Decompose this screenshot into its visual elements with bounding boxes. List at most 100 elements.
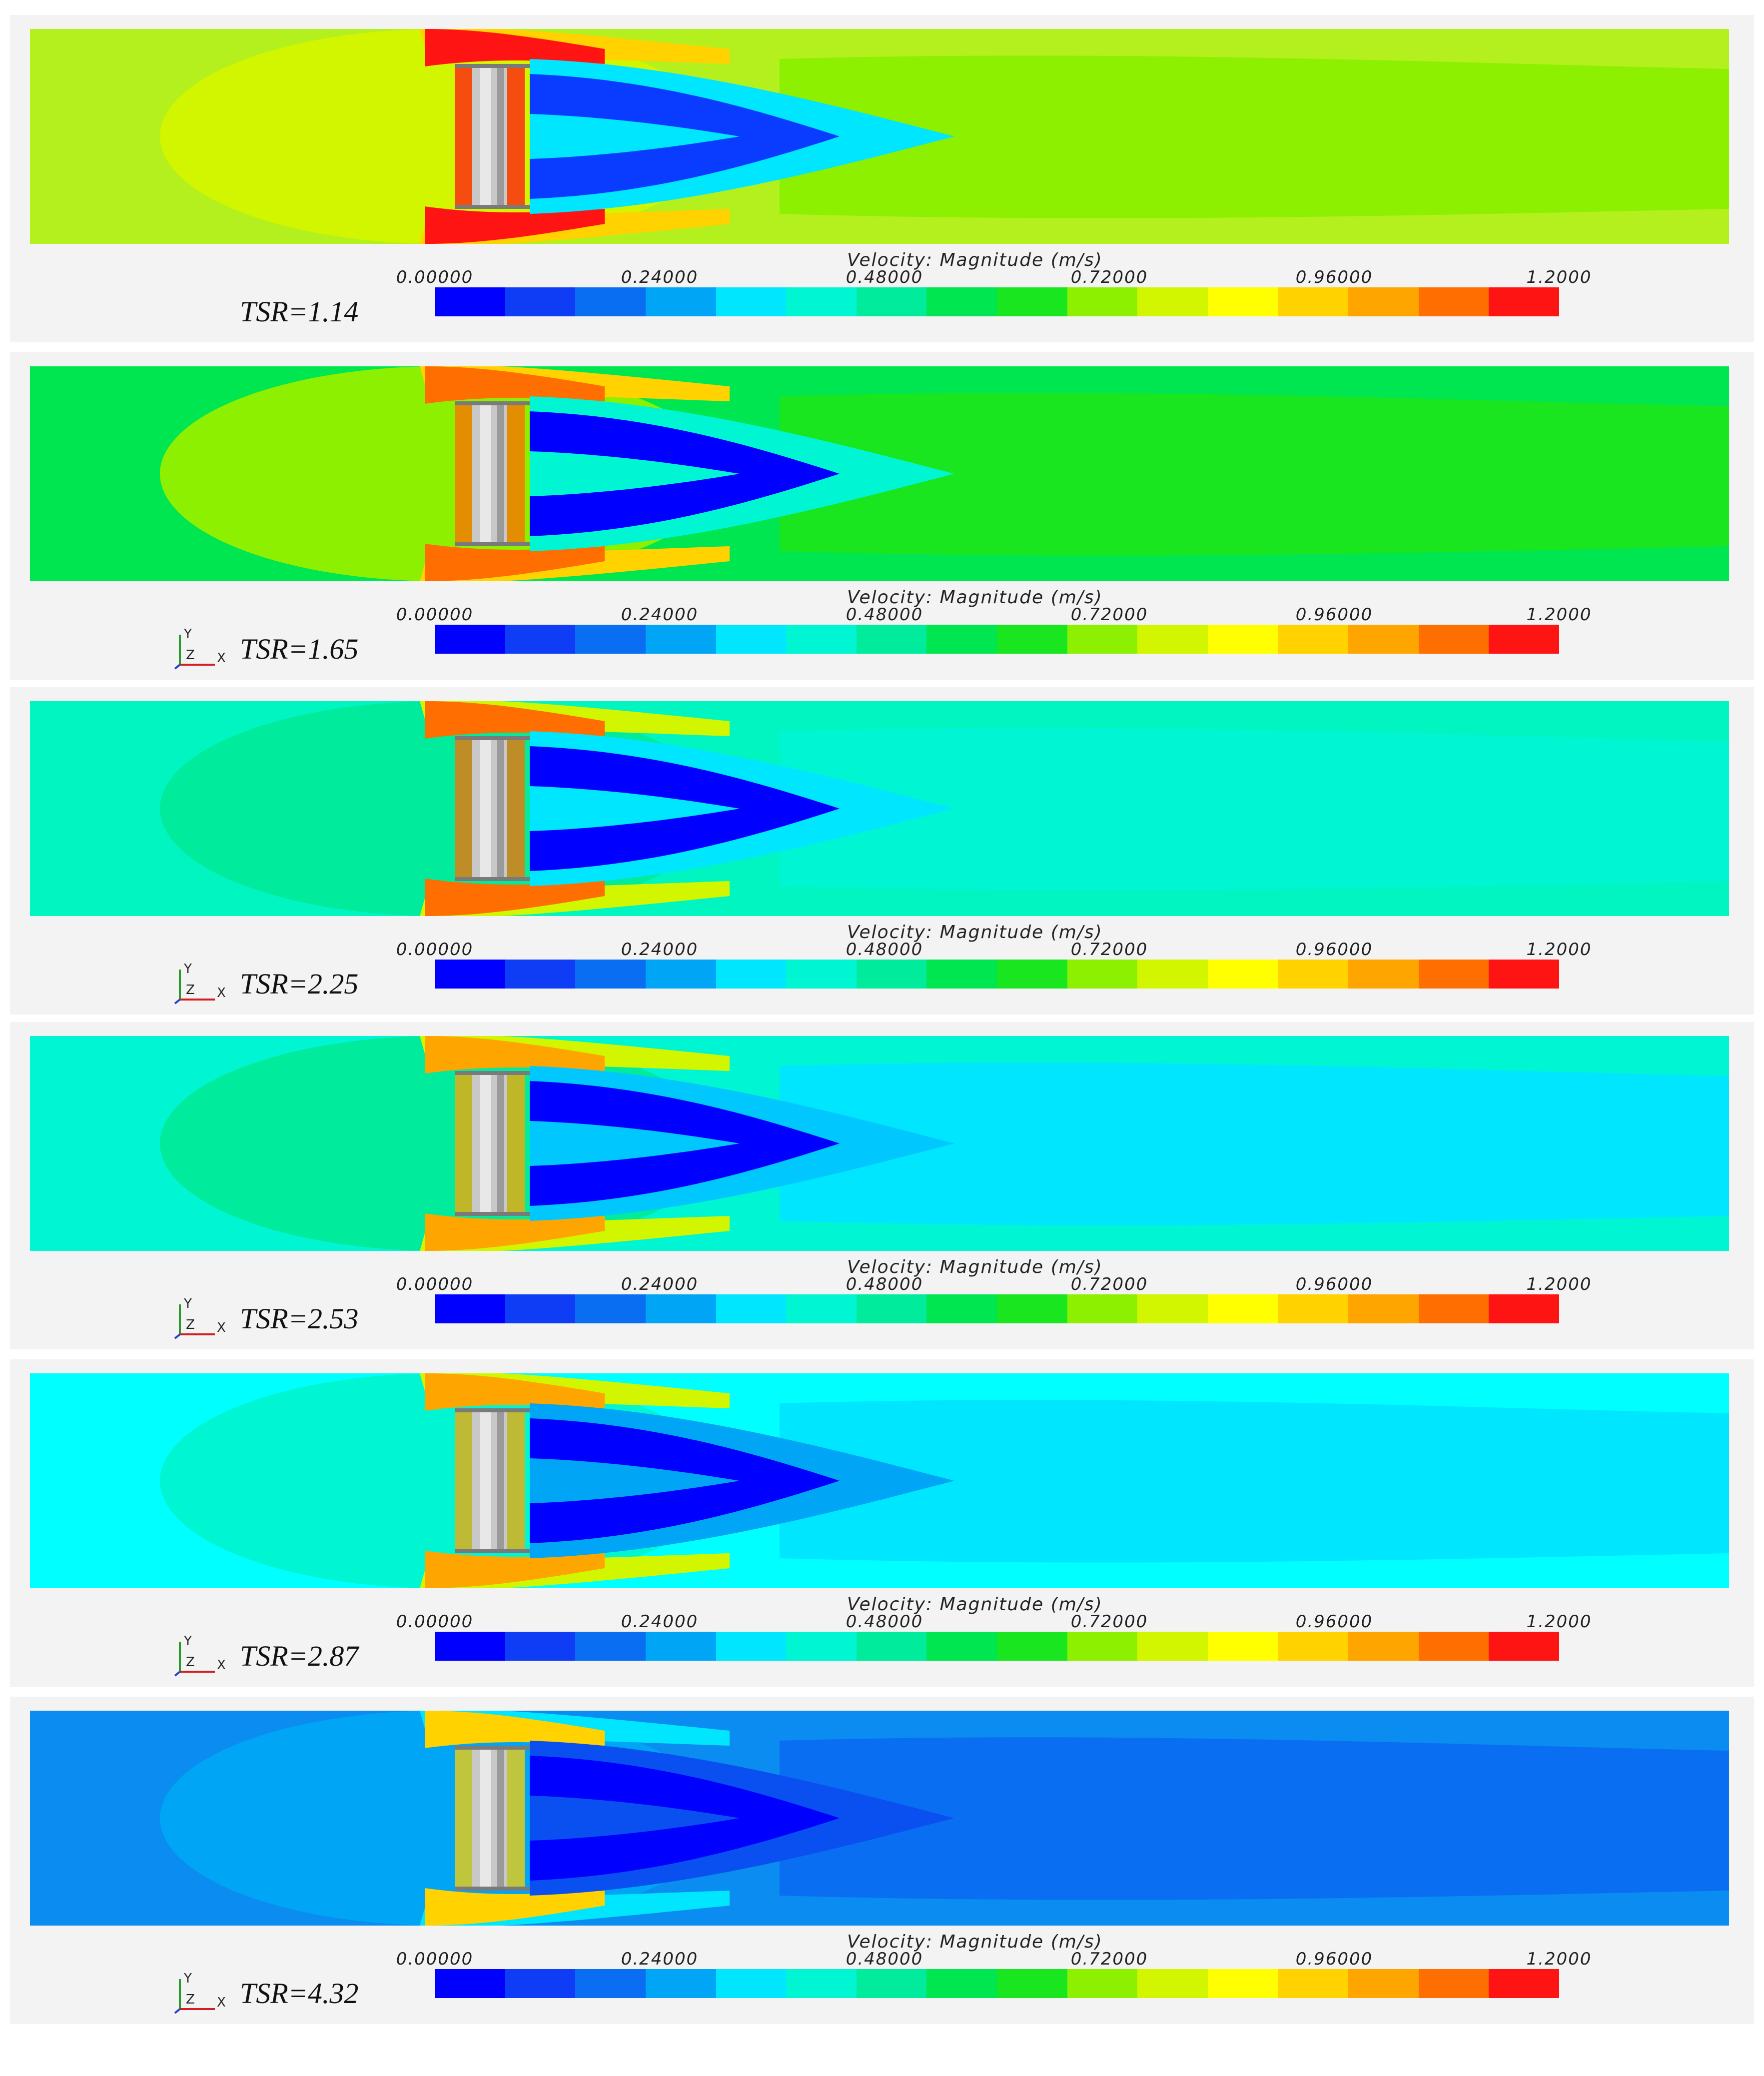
colormap-swatch [1067,1632,1138,1661]
legend-tick-label: 1.2000 [1526,267,1592,287]
velocity-panel: Velocity: Magnitude (m/s) 0.00000 0.24000 0… [10,1022,1754,1349]
colormap-swatch [856,625,927,654]
axis-label-x: X [217,986,226,1001]
colormap-swatch [786,287,857,316]
legend-tick-label: 0.48000 [846,1949,923,1969]
colormap-swatch [716,625,787,654]
legend-tick-label: 1.2000 [1526,1612,1592,1632]
colormap-swatch [1278,1632,1349,1661]
colormap-swatch [575,625,646,654]
colormap-swatch [575,287,646,316]
axis-label-x: X [217,1320,226,1335]
colormap-swatch [1067,625,1138,654]
legend-tick-label: 0.24000 [621,1612,699,1632]
legend-tick-label: 0.48000 [846,267,923,287]
colormap-swatch [997,1969,1067,1998]
colormap-swatch [716,1969,787,1998]
axis-label-x: X [217,1995,226,2010]
colormap-swatch [926,287,997,316]
legend-tick-label: 0.24000 [621,1274,699,1294]
colormap-swatch [1067,960,1138,989]
colormap-swatch [1137,1969,1208,1998]
axis-label-x: X [217,1658,226,1673]
velocity-contour-field [30,1373,1729,1588]
velocity-panel: Velocity: Magnitude (m/s) 0.00000 0.24000 0… [10,687,1754,1015]
colormap-swatch [1207,1969,1278,1998]
legend-tick-label: 0.24000 [621,1949,699,1969]
colormap-swatch [1348,960,1419,989]
colormap-swatch [716,1294,787,1323]
colormap-swatch [1207,1632,1278,1661]
colormap-swatch [645,960,716,989]
velocity-panel: Velocity: Magnitude (m/s) 0.00000 0.24000 0… [10,352,1754,680]
velocity-contour-field [30,366,1729,581]
legend-tick-label: 0.96000 [1295,1612,1373,1632]
legend-tick-label: 0.00000 [396,940,474,960]
colormap-swatch [1418,1632,1489,1661]
tsr-label: TSR=2.87 [240,1640,359,1672]
colormap-swatch [575,1632,646,1661]
colormap-swatch [997,1294,1067,1323]
colormap-swatch [505,1632,576,1661]
colormap-swatch [1418,960,1489,989]
legend-tick-label: 0.96000 [1295,1949,1373,1969]
colormap-swatch [856,1969,927,1998]
colormap-swatch [1278,625,1349,654]
axis-label-z: Z [186,648,195,663]
colormap-swatch [1278,960,1349,989]
legend-tick-label: 0.00000 [396,1612,474,1632]
legend-tick-label: 1.2000 [1526,1274,1592,1294]
velocity-contour-field [30,701,1729,916]
colormap-swatch [435,960,505,989]
colormap-swatch [926,1632,997,1661]
colormap-swatch [575,1969,646,1998]
legend-tick-label: 0.96000 [1295,267,1373,287]
legend-tick-label: 0.72000 [1070,1949,1148,1969]
legend-title: Velocity: Magnitude (m/s) [847,1257,1103,1277]
colormap-swatch [1348,1969,1419,1998]
colormap-swatch [435,287,505,316]
colormap-swatch [716,1632,787,1661]
legend-title: Velocity: Magnitude (m/s) [847,587,1103,608]
colormap-swatch [1348,625,1419,654]
colormap-swatch [505,625,576,654]
colormap-swatch [435,625,505,654]
colormap-swatch [645,1969,716,1998]
tsr-label: TSR=2.25 [240,968,359,1000]
colormap-swatch [1137,1632,1208,1661]
colormap-swatch [1278,1294,1349,1323]
colormap-swatch [1207,960,1278,989]
velocity-contour-field [30,1036,1729,1251]
tsr-label: TSR=2.53 [240,1302,359,1335]
colormap-swatch [1207,1294,1278,1323]
tsr-label: TSR=1.65 [240,633,359,665]
legend-title: Velocity: Magnitude (m/s) [847,1932,1103,1952]
colormap-swatch [786,1969,857,1998]
colormap-swatch [505,287,576,316]
colormap-swatch [716,287,787,316]
colormap-swatch [645,1632,716,1661]
tsr-label: TSR=4.32 [240,1977,359,2010]
legend-tick-label: 1.2000 [1526,1949,1592,1969]
colormap-swatch [1418,1294,1489,1323]
colormap-swatch [435,1632,505,1661]
legend-tick-label: 0.48000 [846,1274,923,1294]
colormap-legend-bar [435,1632,1559,1661]
legend-tick-label: 0.96000 [1295,1274,1373,1294]
colormap-legend-bar [435,1969,1559,1998]
legend-tick-label: 0.96000 [1295,605,1373,625]
axis-label-x: X [217,651,226,666]
axis-label-y: Y [184,962,192,977]
colormap-swatch [997,1632,1067,1661]
axis-label-y: Y [184,627,192,642]
axis-label-z: Z [186,1317,195,1332]
legend-tick-label: 0.72000 [1070,267,1148,287]
colormap-swatch [505,1969,576,1998]
colormap-swatch [1067,287,1138,316]
colormap-swatch [856,960,927,989]
colormap-swatch [505,1294,576,1323]
colormap-legend-bar [435,287,1559,316]
